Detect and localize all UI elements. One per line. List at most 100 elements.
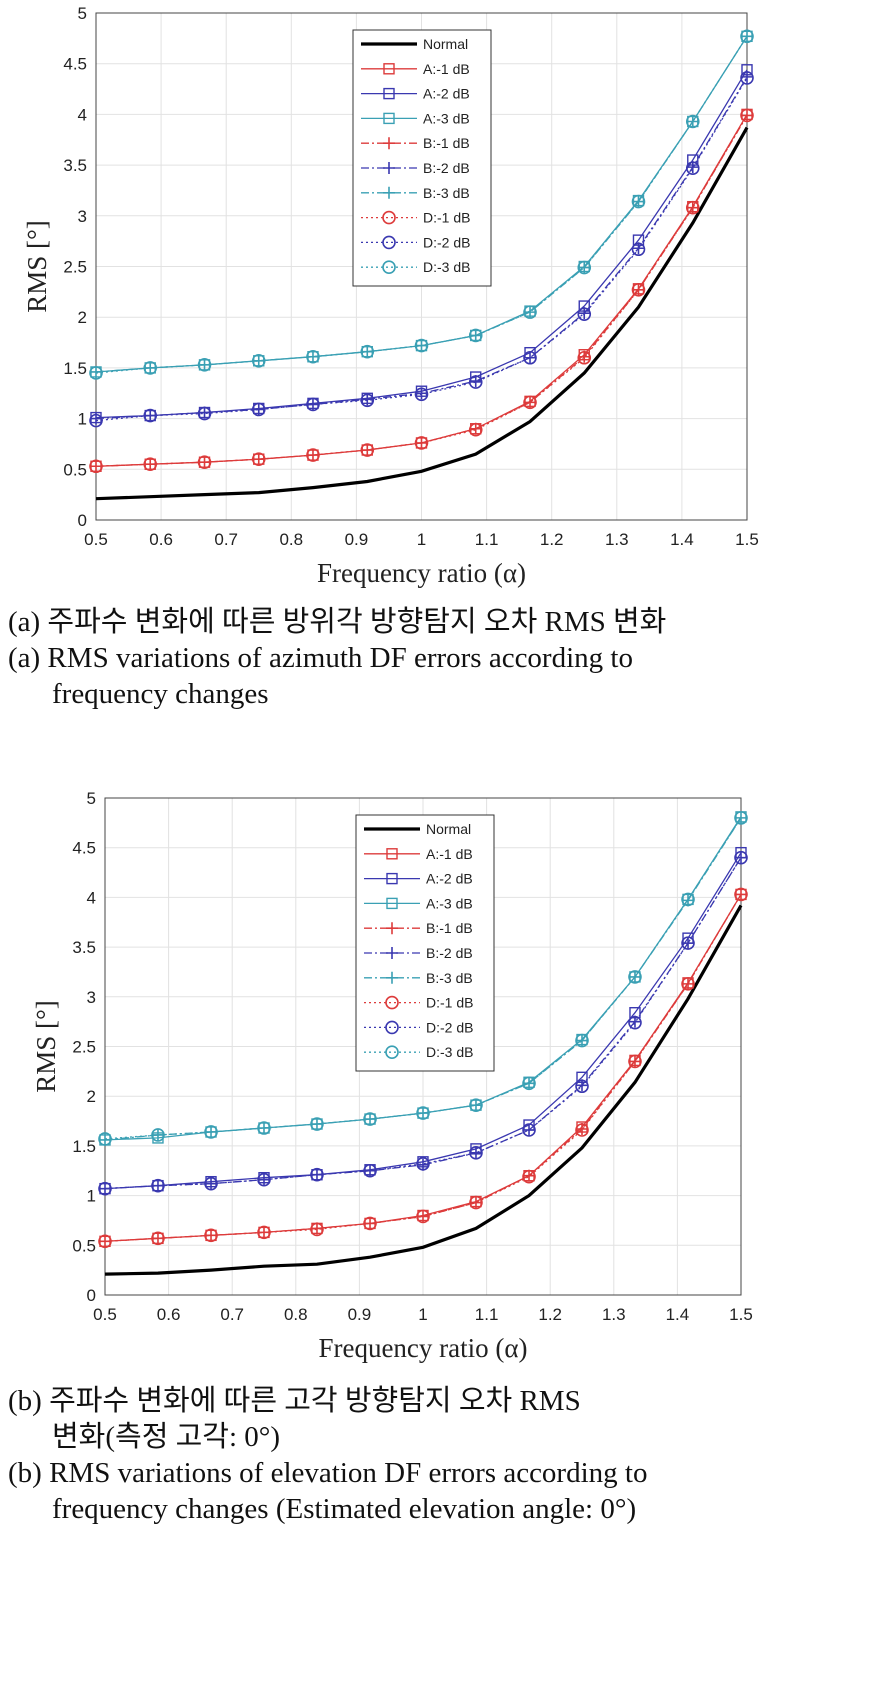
chart-b-y-tick-label: 1.5 — [72, 1137, 96, 1156]
caption-b-korean-line1: (b) 주파수 변화에 따른 고각 방향탐지 오차 RMS — [8, 1385, 581, 1417]
chart-a-point-d-1-db — [631, 283, 646, 297]
chart-a-point-b-2-db — [252, 403, 265, 416]
chart-b-point-d-2-db — [204, 1176, 218, 1191]
chart-a-series-line-d-2-db — [95, 77, 748, 422]
chart-b-point-d-3-db — [257, 1121, 271, 1135]
caption-b-english-line1: (b) RMS variations of elevation DF error… — [8, 1457, 648, 1489]
chart-a-series-line-normal — [95, 126, 749, 501]
chart-a-y-tick-label: 4.5 — [63, 55, 87, 74]
chart-b-legend-label: D:-1 dB — [426, 995, 473, 1011]
chart-a-x-tick-label: 1.3 — [605, 530, 629, 549]
chart-b-point-b-1-db — [735, 888, 747, 901]
chart-a-y-tick-label: 2 — [78, 308, 87, 327]
chart-b-point-d-1-db — [628, 1054, 642, 1069]
chart-a-legend-label: A:-3 dB — [423, 110, 470, 126]
chart-b-y-tick-label: 0.5 — [72, 1236, 96, 1255]
chart-a-legend-label: B:-2 dB — [423, 160, 470, 176]
chart-a-svg: 0.5 0.6 0.7 0.8 0.9 1 1.1 1.2 1.3 1.4 1.500.511.52… — [22, 4, 759, 588]
chart-b-series-line-normal — [104, 904, 743, 1276]
chart-b-point-b-1-db — [576, 1123, 588, 1136]
chart-b-point-d-1-db — [310, 1222, 324, 1237]
chart-a-point-d-2-db — [197, 406, 212, 421]
chart-b-legend-marker — [386, 848, 398, 860]
chart-a-y-tick-label: 4 — [78, 105, 87, 124]
chart-b-legend-marker — [385, 995, 399, 1010]
caption-a-korean: (a) 주파수 변화에 따른 방위각 방향탐지 오차 RMS 변화 — [8, 606, 667, 638]
chart-b-y-tick-label: 3.5 — [72, 938, 96, 957]
chart-b-point-d-1-db — [151, 1231, 165, 1246]
chart-b-y-tick-label: 1 — [87, 1187, 96, 1206]
chart-b-legend-label: B:-1 dB — [426, 920, 473, 936]
chart-b-point-b-3-db — [576, 1034, 588, 1047]
chart-a-point-d-1-db — [577, 350, 592, 365]
chart-a-point-b-2-db — [469, 375, 482, 388]
chart-a-legend-label: Normal — [423, 36, 468, 52]
chart-b-point-d-3-db — [469, 1098, 483, 1112]
chart-a-point-b-2-db — [686, 161, 699, 174]
chart-b-svg: 0.5 0.6 0.7 0.8 0.9 1 1.1 1.2 1.3 1.4 1.500.511.52… — [31, 789, 753, 1363]
caption-a: (a) 주파수 변화에 따른 방위각 방향탐지 오차 RMS 변화 (a) RM… — [8, 604, 666, 712]
chart-b-point-b-1-db — [682, 977, 695, 990]
chart-b-point-d-3-db — [204, 1125, 218, 1139]
chart-b-legend-marker — [385, 1020, 399, 1035]
chart-b-point-d-2-db — [310, 1167, 324, 1182]
chart-b-point-d-3-db — [734, 811, 748, 825]
chart-a-y-tick-label: 3.5 — [63, 156, 87, 175]
caption-b-korean-line2: 변화(측정 고각: 0°) — [52, 1421, 281, 1453]
chart-b-x-tick-label: 1 — [418, 1305, 427, 1324]
chart-b-point-b-1-db — [523, 1169, 536, 1182]
chart-a-point-d-3-db — [251, 354, 266, 368]
chart-b-series-group — [98, 811, 748, 1276]
chart-a-point-b-1-db — [524, 396, 537, 409]
chart-a-x-tick-label: 1.1 — [475, 530, 499, 549]
chart-a-point-d-1-db — [740, 108, 754, 123]
chart-b-point-b-3-db — [735, 811, 747, 824]
chart-a-legend-marker — [383, 137, 395, 150]
chart-b-legend-label: B:-2 dB — [426, 945, 473, 961]
chart-a-point-d-3-db — [89, 366, 103, 380]
chart-b-point-b-3-db — [151, 1128, 164, 1141]
chart-b-point-d-3-db — [628, 970, 642, 984]
chart-b-legend-label: A:-3 dB — [426, 895, 473, 911]
chart-a-y-tick-label: 0.5 — [63, 460, 87, 479]
chart-b-x-tick-label: 1.2 — [538, 1305, 562, 1324]
chart-a-series-line-d-3-db — [95, 35, 748, 374]
chart-b-y-tick-label: 2.5 — [72, 1038, 96, 1057]
chart-a-y-tick-label: 3 — [78, 207, 87, 226]
chart-b-y-axis-label: RMS [°] — [31, 1000, 61, 1093]
chart-b-legend-marker — [386, 897, 398, 910]
chart-b-point-d-1-db — [734, 887, 748, 902]
chart-b-point-d-1-db — [98, 1234, 112, 1249]
chart-a-y-tick-label: 5 — [78, 4, 87, 23]
chart-b-point-b-2-db — [99, 1182, 111, 1195]
chart-a-x-tick-label: 0.6 — [149, 530, 173, 549]
chart-a-legend: Normal A:-1 dB A:-2 dB A:-3 dB B:-1 dB B:-2 d… — [352, 29, 492, 287]
chart-a-x-tick-label: 0.9 — [345, 530, 369, 549]
chart-a-point-d-1-db — [89, 459, 103, 474]
chart-a-legend-marker — [383, 186, 395, 199]
chart-b-point-b-3-db — [682, 894, 695, 907]
chart-b-point-d-2-db — [575, 1079, 589, 1094]
chart-a-point-d-1-db — [523, 395, 537, 410]
chart-a-legend-label: B:-3 dB — [423, 185, 470, 201]
chart-a-point-d-1-db — [468, 422, 483, 437]
chart-b-y-tick-label: 4 — [87, 888, 96, 907]
chart-a-point-d-1-db — [414, 436, 429, 450]
caption-a-english-line1: (a) RMS variations of azimuth DF errors … — [8, 642, 633, 674]
chart-b-point-b-1-db — [99, 1235, 111, 1248]
chart-b-point-d-3-db — [522, 1076, 536, 1091]
chart-a-x-tick-label: 1.2 — [540, 530, 564, 549]
chart-b-point-d-1-db — [469, 1195, 483, 1210]
chart-b-series-line-d-2-db — [104, 857, 742, 1190]
chart-b-legend-marker — [386, 947, 398, 959]
chart-a-point-b-2-db — [578, 307, 591, 320]
chart-a-legend-marker — [383, 87, 395, 100]
chart-a-point-d-3-db — [740, 29, 754, 44]
chart-b-point-d-3-db — [363, 1112, 377, 1126]
caption-b-english-line2: frequency changes (Estimated elevation a… — [52, 1493, 637, 1525]
chart-a-point-b-3-db — [90, 365, 102, 378]
chart-b-x-tick-label: 0.7 — [220, 1305, 244, 1324]
chart-b-y-tick-label: 3 — [87, 988, 96, 1007]
chart-a-point-b-3-db — [198, 358, 211, 371]
chart-b-point-d-3-db — [310, 1117, 324, 1131]
